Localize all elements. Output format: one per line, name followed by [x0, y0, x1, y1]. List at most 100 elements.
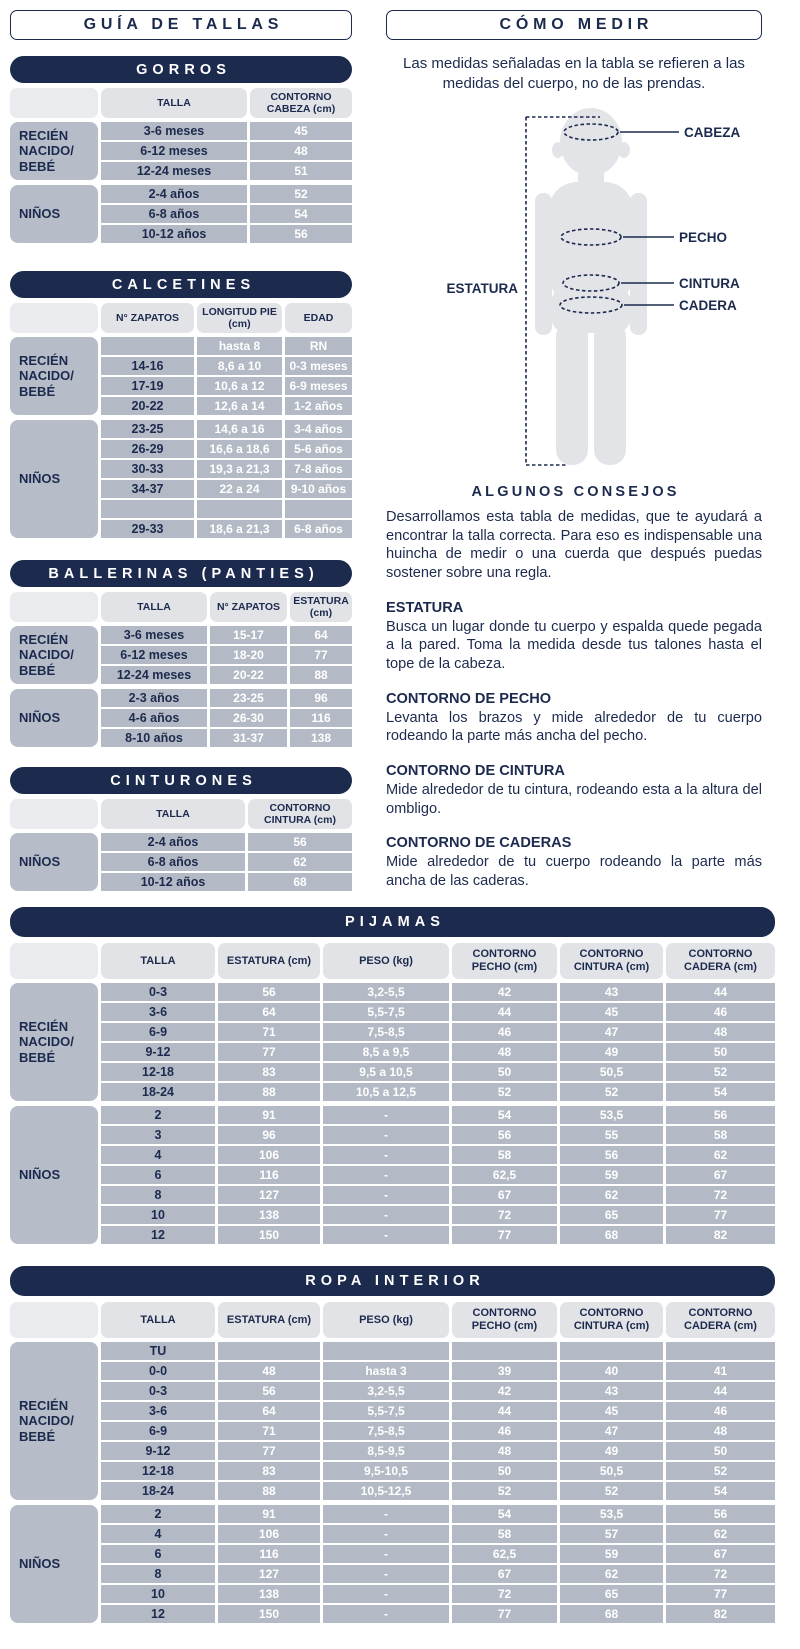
- cell: 46: [452, 1023, 557, 1041]
- cell: 10: [101, 1585, 215, 1603]
- cell: 56: [666, 1505, 775, 1523]
- cell: 50,5: [560, 1462, 663, 1480]
- cell: 56: [560, 1146, 663, 1164]
- cell: 72: [452, 1585, 557, 1603]
- cell: 59: [560, 1166, 663, 1184]
- table-pijamas: PIJAMAS TALLA ESTATURA (cm) PESO (kg) CONTOR…: [10, 907, 775, 1244]
- group-label: RECIÉN NACIDO/ BEBÉ: [10, 626, 98, 684]
- section-contorno-caderas: CONTORNO DE CADERAS Mide alrededor de tu…: [386, 835, 762, 890]
- cell: 6-8 años: [101, 205, 247, 223]
- cell: 6-12 meses: [101, 646, 207, 664]
- cell: 77: [290, 646, 352, 664]
- cell: 50: [452, 1462, 557, 1480]
- cell: 50: [666, 1442, 775, 1460]
- cell: 43: [560, 1382, 663, 1400]
- cell: 3-6: [101, 1003, 215, 1021]
- section-title-gorros: GORROS: [10, 56, 352, 83]
- cell: 18-20: [210, 646, 287, 664]
- cell: 14,6 a 16: [197, 420, 282, 438]
- table-group: NIÑOS 2-4 años 52 6-8 años 54 10-12 años 56: [10, 185, 352, 243]
- cell: 0-3: [101, 1382, 215, 1400]
- section-text: Mide alrededor de tu cuerpo rodeando la …: [386, 854, 762, 890]
- cell: 39: [452, 1362, 557, 1380]
- header-cell: CONTORNO PECHO (cm): [452, 1302, 557, 1338]
- cell: 48: [666, 1023, 775, 1041]
- cell: 52: [250, 185, 352, 203]
- cell: 7,5-8,5: [323, 1422, 449, 1440]
- cell: 150: [218, 1605, 320, 1623]
- cell: 22 a 24: [197, 480, 282, 498]
- header-cell: EDAD: [285, 303, 352, 333]
- cell: 45: [560, 1003, 663, 1021]
- cell: 65: [560, 1585, 663, 1603]
- cell: 2: [101, 1505, 215, 1523]
- group-label: NIÑOS: [10, 420, 98, 538]
- table-header-row: TALLA ESTATURA (cm) PESO (kg) CONTORNO PECH…: [10, 943, 775, 979]
- cell: 0-3: [101, 983, 215, 1001]
- cell: 12: [101, 1605, 215, 1623]
- cell: 12-18: [101, 1462, 215, 1480]
- table-header-row: TALLA CONTORNO CABEZA (cm): [10, 88, 352, 118]
- table-group: NIÑOS 2 91-54 53,5 56 3 96-56 55 58 4 106-58 56 62 6 1…: [10, 1106, 775, 1244]
- cell: 138: [290, 729, 352, 747]
- cell: 2-4 años: [101, 833, 245, 851]
- table-cinturones: CINTURONES TALLA CONTORNO CINTURA (cm) NIÑO…: [10, 767, 352, 891]
- waist-measure-ellipse: [562, 274, 620, 292]
- cell: 56: [452, 1126, 557, 1144]
- cell: 53,5: [560, 1505, 663, 1523]
- group-label: NIÑOS: [10, 1505, 98, 1623]
- cell: 45: [250, 122, 352, 140]
- header-cell: PESO (kg): [323, 1302, 449, 1338]
- cell: 6-9: [101, 1023, 215, 1041]
- section-title-calcetines: CALCETINES: [10, 271, 352, 298]
- group-label: RECIÉN NACIDO/ BEBÉ: [10, 983, 98, 1101]
- cell: -: [323, 1126, 449, 1144]
- cell: 77: [452, 1226, 557, 1244]
- cell: 48: [218, 1362, 320, 1380]
- section-title-pijamas: PIJAMAS: [10, 907, 775, 937]
- table-group: RECIÉN NACIDO/ BEBÉ hasta 8 RN 14-16 8,6 a 1…: [10, 337, 352, 415]
- table-group: RECIÉN NACIDO/ BEBÉ 3-6 meses 15-17 64 6-12 …: [10, 626, 352, 684]
- cell: 10-12 años: [101, 225, 247, 243]
- cell: 57: [560, 1525, 663, 1543]
- corner-cell: [10, 1302, 98, 1338]
- section-contorno-pecho: CONTORNO DE PECHO Levanta los brazos y m…: [386, 691, 762, 746]
- cell: [323, 1342, 449, 1360]
- header-cell: TALLA: [101, 943, 215, 979]
- cell: 48: [250, 142, 352, 160]
- cell: 49: [560, 1442, 663, 1460]
- cell: 4: [101, 1525, 215, 1543]
- cell: [197, 500, 282, 518]
- cell: -: [323, 1106, 449, 1124]
- cell: 56: [218, 983, 320, 1001]
- header-cell: CONTORNO CINTURA (cm): [560, 943, 663, 979]
- cell: 8,5-9,5: [323, 1442, 449, 1460]
- cell: 44: [666, 983, 775, 1001]
- cell: 3,2-5,5: [323, 1382, 449, 1400]
- header-cell: TALLA: [101, 88, 247, 118]
- cell: 8: [101, 1186, 215, 1204]
- section-contorno-cintura: CONTORNO DE CINTURA Mide alrededor de tu…: [386, 763, 762, 818]
- cell: 17-19: [101, 377, 194, 395]
- cell: 9,5-10,5: [323, 1462, 449, 1480]
- cell: -: [323, 1585, 449, 1603]
- cell: [101, 337, 194, 355]
- table-ballerinas: BALLERINAS (PANTIES) TALLA N° ZAPATOS ESTAT…: [10, 560, 352, 747]
- cell: 52: [560, 1083, 663, 1101]
- cell: -: [323, 1226, 449, 1244]
- cell: 19,3 a 21,3: [197, 460, 282, 478]
- cell: 96: [218, 1126, 320, 1144]
- cell: 58: [452, 1146, 557, 1164]
- table-group: RECIÉN NACIDO/ BEBÉ 0-3 56 3,2-5,5 42 43 44 3-6…: [10, 983, 775, 1101]
- header-cell: CONTORNO CINTURA (cm): [248, 799, 352, 829]
- table-group: NIÑOS 23-25 14,6 a 16 3-4 años 26-29 16,6 a 1…: [10, 420, 352, 538]
- cell: 12-18: [101, 1063, 215, 1081]
- cell: 50: [452, 1063, 557, 1081]
- corner-cell: [10, 303, 98, 333]
- cell: 3,2-5,5: [323, 983, 449, 1001]
- cell: 3-6 meses: [101, 626, 207, 644]
- cell: 50: [666, 1043, 775, 1061]
- group-label: RECIÉN NACIDO/ BEBÉ: [10, 122, 98, 180]
- cell: 0-0: [101, 1362, 215, 1380]
- cell: 127: [218, 1186, 320, 1204]
